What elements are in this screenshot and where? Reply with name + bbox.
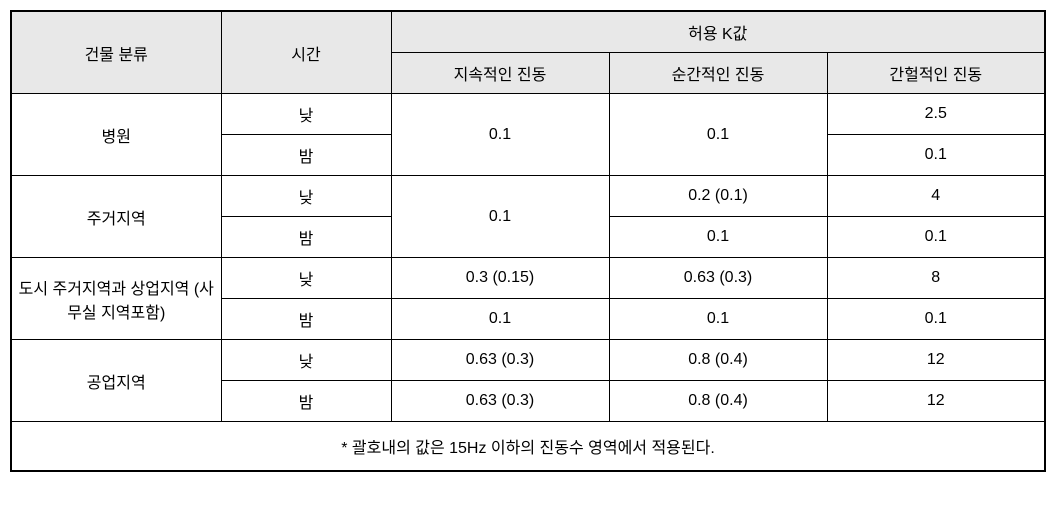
- cell-building-industrial: 공업지역: [11, 340, 221, 422]
- cell-time-day: 낮: [221, 340, 391, 381]
- cell-continuous: 0.1: [391, 94, 609, 176]
- cell-intermittent: 0.1: [827, 135, 1045, 176]
- vibration-standards-table: 건물 분류 시간 허용 K값 지속적인 진동 순간적인 진동 간헐적인 진동 병…: [10, 10, 1046, 472]
- cell-time-night: 밤: [221, 381, 391, 422]
- cell-momentary: 0.8 (0.4): [609, 381, 827, 422]
- cell-building-residential: 주거지역: [11, 176, 221, 258]
- cell-momentary: 0.1: [609, 217, 827, 258]
- cell-time-day: 낮: [221, 258, 391, 299]
- header-building: 건물 분류: [11, 11, 221, 94]
- cell-continuous: 0.1: [391, 299, 609, 340]
- cell-momentary: 0.8 (0.4): [609, 340, 827, 381]
- cell-building-urban: 도시 주거지역과 상업지역 (사무실 지역포함): [11, 258, 221, 340]
- cell-momentary: 0.1: [609, 94, 827, 176]
- header-momentary: 순간적인 진동: [609, 53, 827, 94]
- cell-intermittent: 0.1: [827, 217, 1045, 258]
- cell-continuous: 0.3 (0.15): [391, 258, 609, 299]
- cell-time-day: 낮: [221, 176, 391, 217]
- header-row-1: 건물 분류 시간 허용 K값: [11, 11, 1045, 53]
- cell-time-night: 밤: [221, 135, 391, 176]
- table-row: 주거지역 낮 0.1 0.2 (0.1) 4: [11, 176, 1045, 217]
- header-intermittent: 간헐적인 진동: [827, 53, 1045, 94]
- table-row: 도시 주거지역과 상업지역 (사무실 지역포함) 낮 0.3 (0.15) 0.…: [11, 258, 1045, 299]
- cell-intermittent: 4: [827, 176, 1045, 217]
- header-continuous: 지속적인 진동: [391, 53, 609, 94]
- cell-momentary: 0.2 (0.1): [609, 176, 827, 217]
- cell-continuous: 0.63 (0.3): [391, 340, 609, 381]
- cell-intermittent: 12: [827, 340, 1045, 381]
- cell-time-day: 낮: [221, 94, 391, 135]
- footnote-row: * 괄호내의 값은 15Hz 이하의 진동수 영역에서 적용된다.: [11, 422, 1045, 472]
- footnote-text: * 괄호내의 값은 15Hz 이하의 진동수 영역에서 적용된다.: [11, 422, 1045, 472]
- cell-intermittent: 12: [827, 381, 1045, 422]
- cell-intermittent: 2.5: [827, 94, 1045, 135]
- cell-intermittent: 8: [827, 258, 1045, 299]
- cell-building-hospital: 병원: [11, 94, 221, 176]
- cell-momentary: 0.63 (0.3): [609, 258, 827, 299]
- header-time: 시간: [221, 11, 391, 94]
- cell-continuous: 0.1: [391, 176, 609, 258]
- cell-time-night: 밤: [221, 217, 391, 258]
- table-row: 병원 낮 0.1 0.1 2.5: [11, 94, 1045, 135]
- cell-intermittent: 0.1: [827, 299, 1045, 340]
- header-kvalue: 허용 K값: [391, 11, 1045, 53]
- cell-momentary: 0.1: [609, 299, 827, 340]
- cell-continuous: 0.63 (0.3): [391, 381, 609, 422]
- table-row: 공업지역 낮 0.63 (0.3) 0.8 (0.4) 12: [11, 340, 1045, 381]
- cell-time-night: 밤: [221, 299, 391, 340]
